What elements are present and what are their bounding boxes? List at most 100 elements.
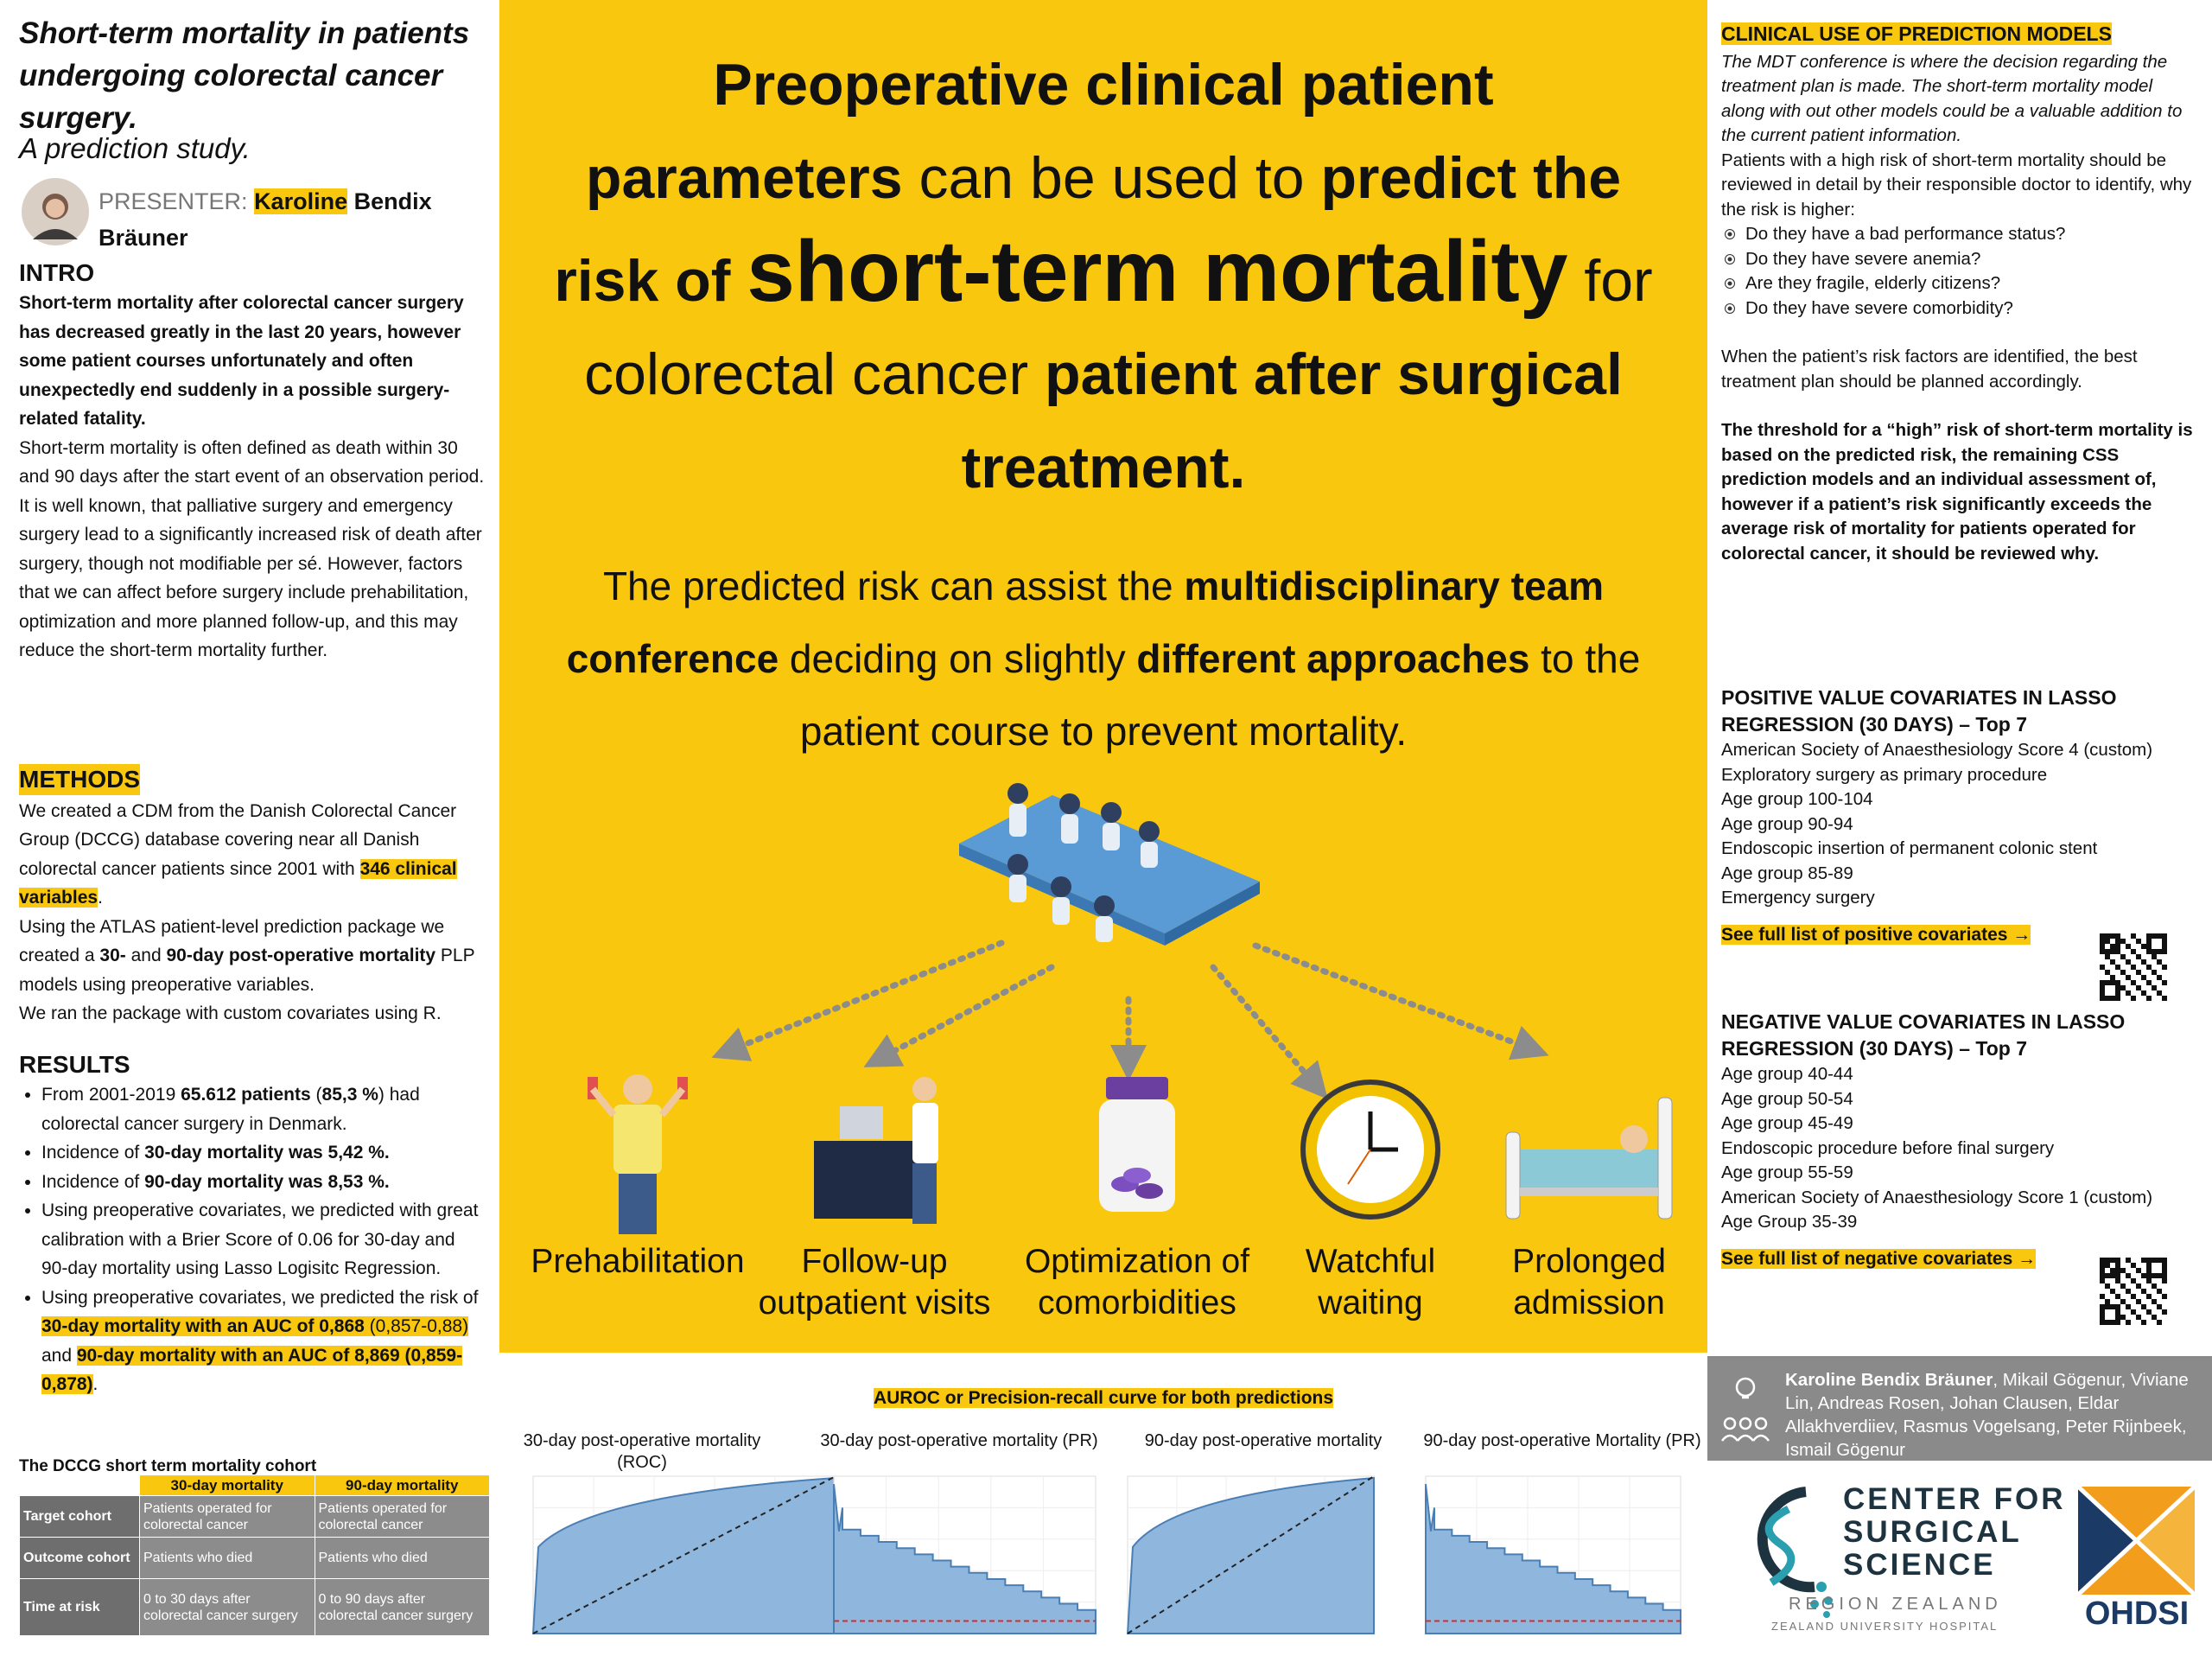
curves-heading: AUROC or Precision-recall curve for both…: [873, 1388, 1334, 1408]
paragraph: Using the ATLAS patient-level prediction…: [19, 913, 486, 1000]
qr-module: [2100, 980, 2105, 985]
qr-module: [2126, 1258, 2131, 1263]
paragraph: It is well known, that palliative surger…: [19, 495, 482, 661]
link[interactable]: See full list of negative covariates →: [1721, 1248, 2037, 1269]
qr-module: [2115, 1320, 2120, 1325]
subheadline-text: The predicted risk can assist the multid…: [559, 550, 1648, 767]
qr-module: [2141, 1273, 2146, 1278]
qr-module: [2120, 1268, 2126, 1273]
text-segment: 30-day mortality with an AUC of 0,868: [41, 1316, 365, 1336]
curve-title: 30-day post-operative mortality (PR): [820, 1431, 1098, 1450]
text-segment: Incidence of: [41, 1143, 145, 1162]
curve-title: 90-day post-operative Mortality (PR): [1423, 1431, 1701, 1450]
results: RESULTS From 2001-2019 65.612 patients (…: [19, 1049, 486, 1399]
qr-module: [2136, 970, 2141, 975]
qr-module: [2162, 1263, 2167, 1268]
qr-module: [2141, 944, 2146, 949]
qr-module: [2110, 1304, 2115, 1309]
list-item: Age group 85-89: [1721, 863, 1853, 883]
qr-module: [2100, 949, 2105, 954]
list-item: Age group 40-44: [1721, 1064, 1853, 1084]
qr-module: [2115, 1304, 2120, 1309]
text-segment: patient after surgical treatment.: [961, 341, 1623, 500]
subheadline: The predicted risk can assist the multid…: [499, 550, 1707, 767]
qr-module: [2105, 1273, 2110, 1278]
qr-module: [2136, 954, 2141, 959]
text-segment: 65.612 patients: [181, 1085, 311, 1105]
qr-module: [2157, 990, 2162, 996]
qr-module: [2115, 965, 2120, 970]
qr-code[interactable]: [2100, 1258, 2167, 1325]
qr-module: [2136, 1299, 2141, 1304]
qr-module: [2115, 1263, 2120, 1268]
qr-module: [2146, 996, 2152, 1001]
qr-module: [2146, 1294, 2152, 1299]
qr-module: [2131, 1294, 2136, 1299]
header-cell: [19, 1474, 140, 1496]
qr-module: [2120, 939, 2126, 944]
qr-module: [2131, 980, 2136, 985]
qr-module: [2152, 949, 2157, 954]
qr-module: [2162, 944, 2167, 949]
list-item: Age group 45-49: [1721, 1113, 1853, 1133]
section-heading: CLINICAL USE OF PREDICTION MODELS: [1721, 22, 2112, 45]
qr-module: [2162, 933, 2167, 939]
qr-module: [2110, 975, 2115, 980]
authors: Karoline Bendix Bräuner, Mikail Gögenur,…: [1785, 1368, 2205, 1462]
qr-module: [2131, 1278, 2136, 1283]
logo-line: SURGICAL: [1843, 1515, 2022, 1549]
presenter-last-names: Bendix Bräuner: [99, 188, 432, 251]
cell: Patients who died: [314, 1537, 490, 1579]
qr-module: [2100, 1309, 2105, 1315]
section-heading: INTRO: [19, 259, 95, 286]
list-item: Age group 100-104: [1721, 789, 1873, 809]
covariate-list: American Society of Anaesthesiology Scor…: [1721, 738, 2196, 911]
qr-module: [2152, 1273, 2157, 1278]
qr-module: [2105, 1299, 2110, 1304]
list-item: Endoscopic insertion of permanent coloni…: [1721, 838, 2098, 858]
qr-module: [2141, 959, 2146, 965]
text-segment: deciding on slightly: [779, 636, 1137, 681]
link[interactable]: See full list of positive covariates →: [1721, 924, 2031, 945]
text-segment: Using preoperative covariates, we predic…: [41, 1201, 479, 1278]
list-item: Emergency surgery: [1721, 888, 1875, 908]
cell: 0 to 30 days after colorectal cancer sur…: [139, 1578, 315, 1636]
text-segment: can be used to: [902, 145, 1321, 211]
qr-module: [2146, 1309, 2152, 1315]
curve-part: [1127, 1475, 1375, 1634]
cell: Patients who died: [139, 1537, 315, 1579]
text-segment: PLP models using preoperative variables.: [19, 946, 475, 995]
css-logo-mark: [1757, 1487, 1833, 1618]
paragraph: We created a CDM from the Danish Colorec…: [19, 797, 486, 913]
qr-module: [2100, 1273, 2105, 1278]
results-list: From 2001-2019 65.612 patients (85,3 %) …: [19, 1080, 486, 1399]
qr-module: [2115, 1258, 2120, 1263]
qr-module: [2120, 1299, 2126, 1304]
text-segment: From 2001-2019: [41, 1085, 181, 1105]
qr-module: [2131, 965, 2136, 970]
section-heading: RESULTS: [19, 1051, 130, 1078]
qr-module: [2105, 939, 2110, 944]
qr-module: [2162, 1273, 2167, 1278]
qr-code[interactable]: [2100, 933, 2167, 1001]
qr-module: [2157, 1273, 2162, 1278]
text-segment: 85,3 %: [321, 1085, 378, 1105]
text-segment: .: [98, 888, 103, 908]
paragraph: The MDT conference is where the decision…: [1721, 51, 2183, 146]
qr-module: [2162, 965, 2167, 970]
curves-heading-wrap: AUROC or Precision-recall curve for both…: [499, 1388, 1707, 1409]
paragraph: Short-term mortality is often defined as…: [19, 437, 485, 487]
text-segment: Using the ATLAS patient-level prediction…: [19, 916, 445, 966]
qr-module: [2115, 990, 2120, 996]
region-text: REGION ZEALAND: [1789, 1595, 2002, 1614]
headline-text: Preoperative clinical patient parameters…: [550, 38, 1656, 514]
list-item: Endoscopic procedure before final surger…: [1721, 1137, 2055, 1158]
qr-module: [2100, 944, 2105, 949]
qr-module: [2157, 1258, 2162, 1263]
qr-module: [2141, 1289, 2146, 1294]
table-row: Outcome cohort Patients who died Patients …: [19, 1537, 490, 1579]
qr-module: [2115, 939, 2120, 944]
qr-module: [2110, 1268, 2115, 1273]
qr-module: [2157, 959, 2162, 965]
